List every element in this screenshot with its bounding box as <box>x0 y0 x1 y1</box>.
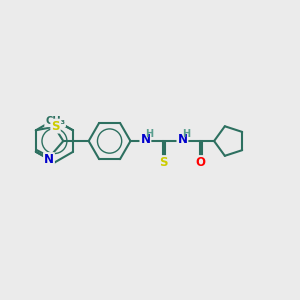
Text: N: N <box>177 133 188 146</box>
Text: S: S <box>51 120 60 133</box>
Text: H: H <box>146 130 154 140</box>
Text: CH₃: CH₃ <box>45 116 65 126</box>
Text: N: N <box>140 133 150 146</box>
Text: H: H <box>183 130 191 140</box>
Text: S: S <box>159 156 168 169</box>
Text: O: O <box>195 156 206 169</box>
Text: N: N <box>44 153 54 166</box>
